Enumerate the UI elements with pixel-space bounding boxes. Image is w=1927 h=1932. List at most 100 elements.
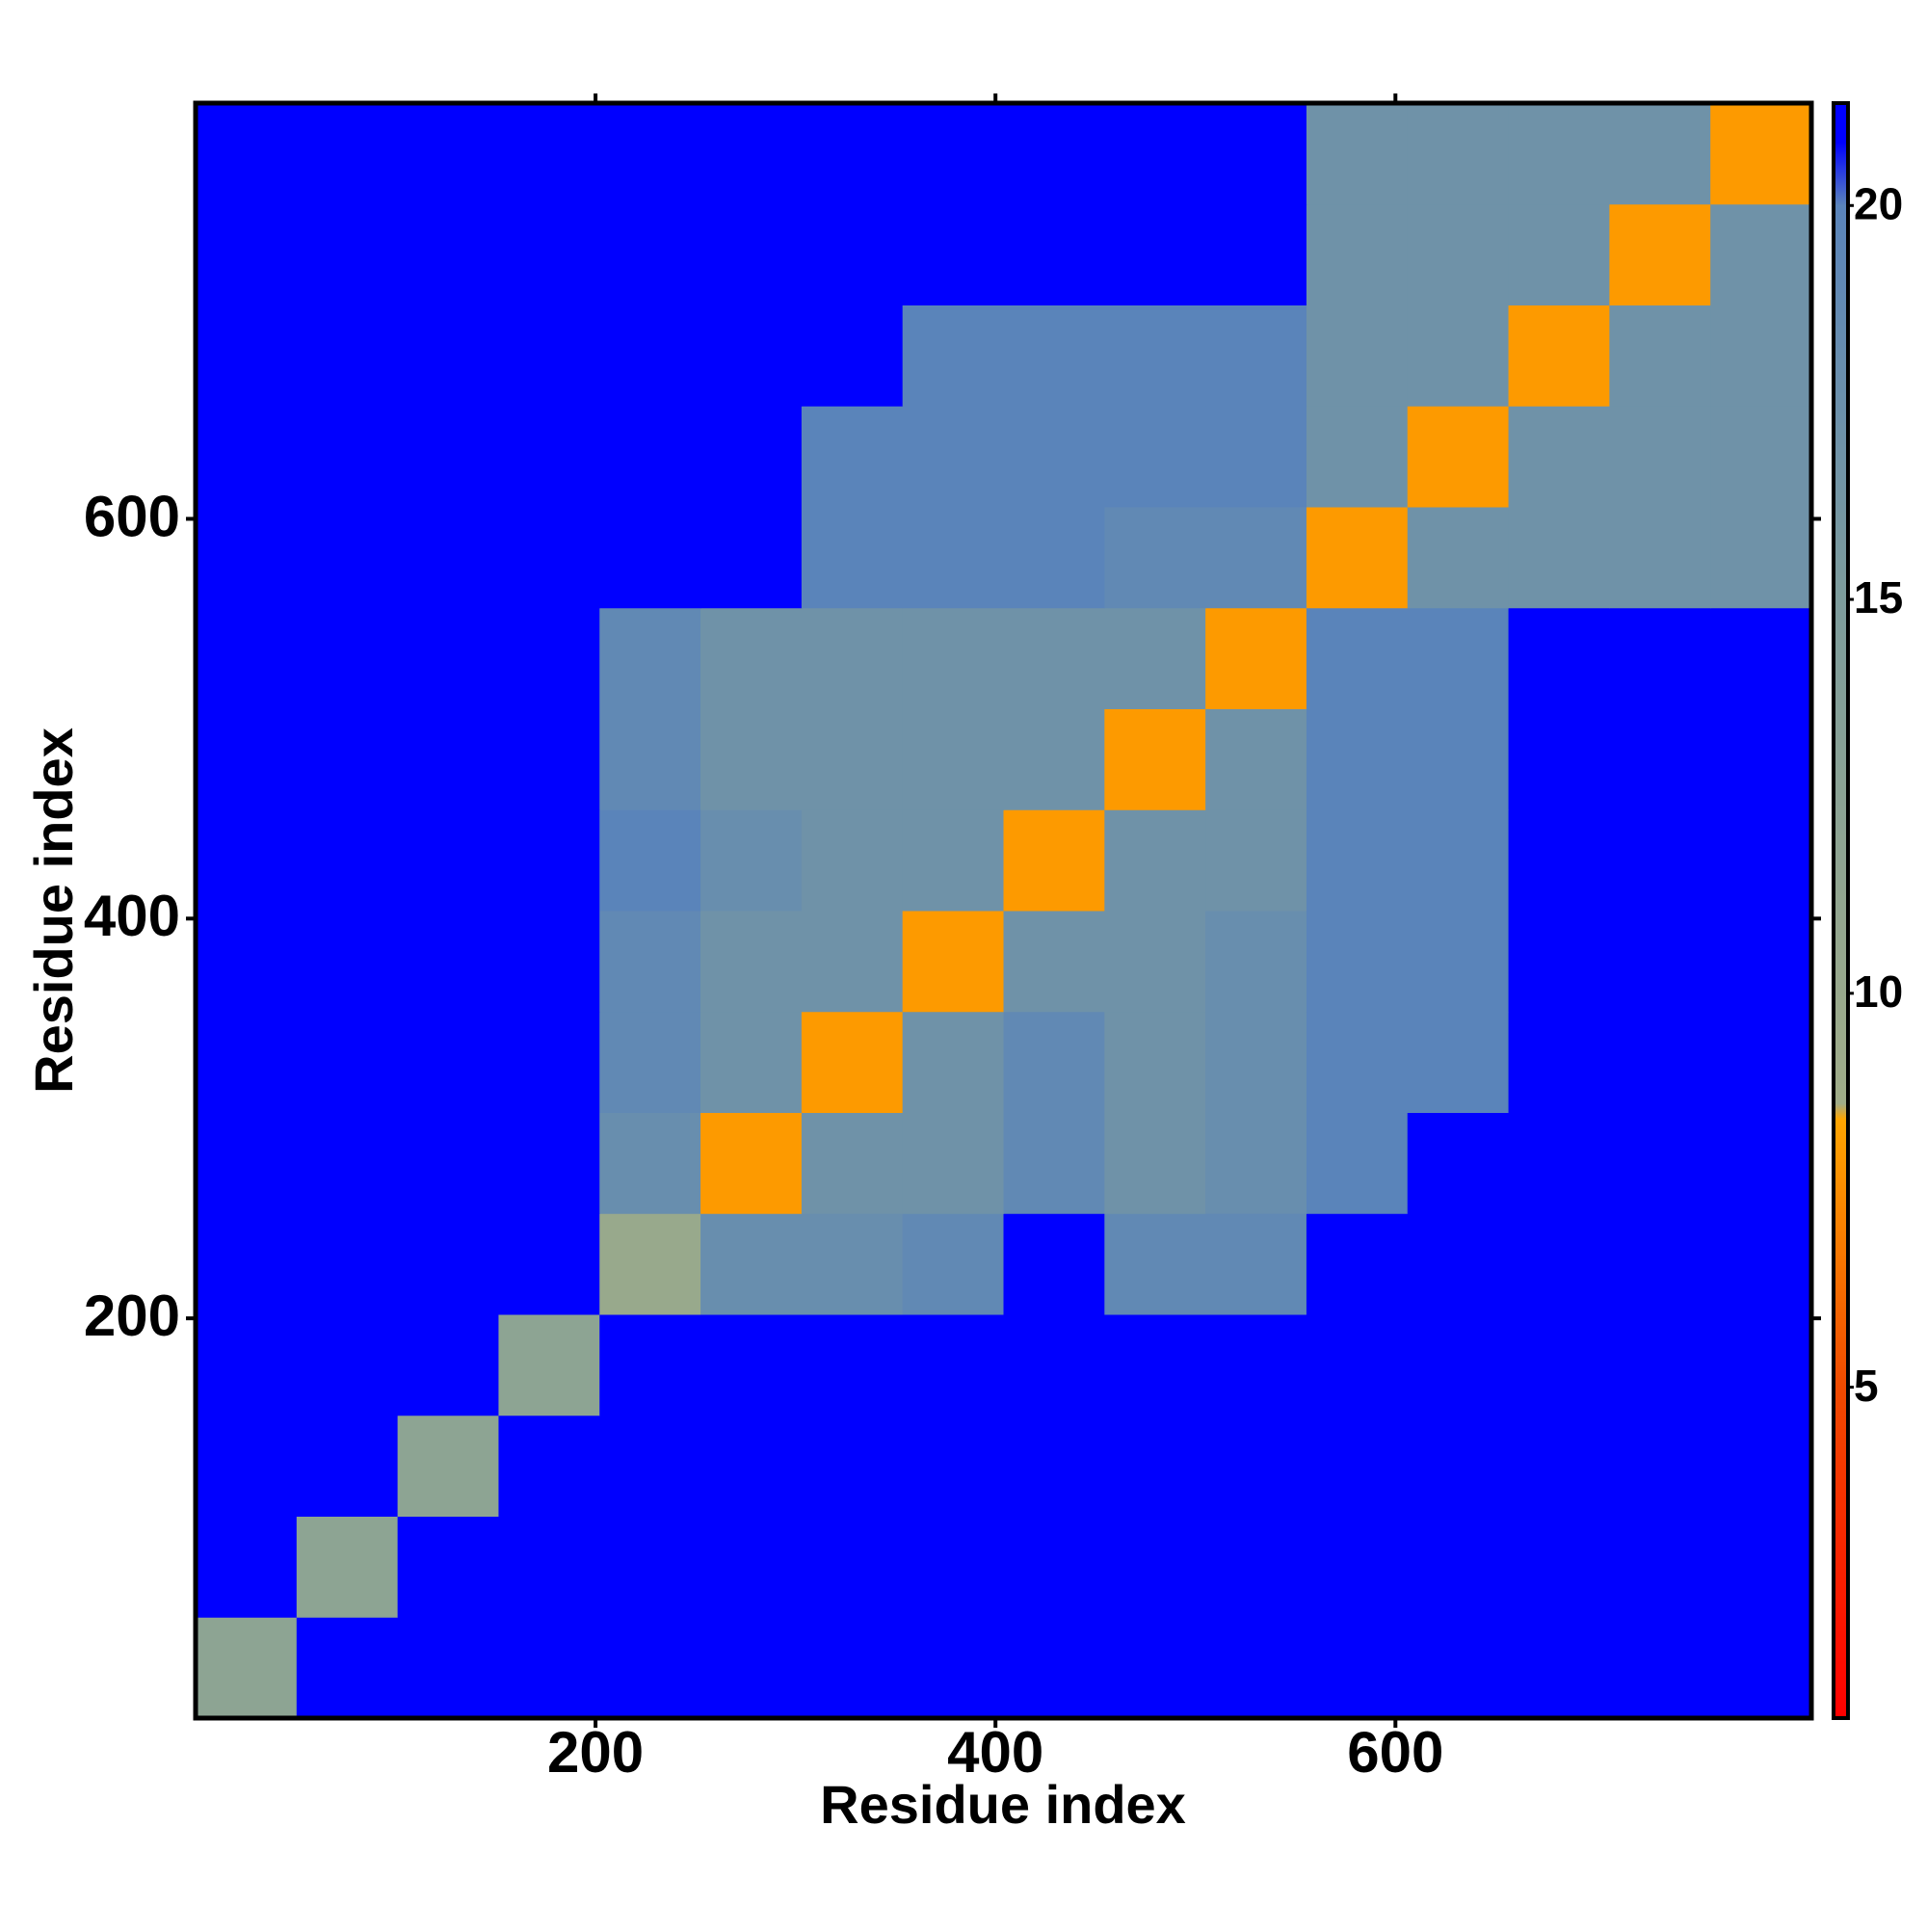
heatmap-cell	[1508, 809, 1610, 912]
heatmap-cell	[801, 911, 904, 1013]
heatmap-cell	[700, 203, 803, 305]
heatmap-cell	[700, 507, 803, 609]
heatmap-cell	[296, 1213, 399, 1315]
heatmap-cell	[1003, 1415, 1105, 1517]
heatmap-cell	[599, 708, 701, 810]
heatmap-cell	[1104, 103, 1206, 205]
heatmap-cell	[1306, 1415, 1409, 1517]
heatmap-cell	[1306, 1011, 1409, 1113]
heatmap-cell	[196, 507, 298, 609]
heatmap-cell	[1407, 708, 1510, 810]
heatmap-cell	[1508, 1516, 1610, 1618]
heatmap-cell	[801, 406, 904, 508]
heatmap-cell	[1003, 304, 1105, 407]
heatmap-cell	[599, 1617, 701, 1719]
heatmap-cell	[1104, 1415, 1206, 1517]
heatmap-cell	[1407, 1011, 1510, 1113]
heatmap-cell	[1710, 911, 1812, 1013]
heatmap-cell	[296, 103, 399, 205]
x-tick-label: 200	[547, 1720, 644, 1785]
heatmap-cell	[397, 203, 499, 305]
heatmap-cell	[1205, 809, 1307, 912]
heatmap-cell	[700, 1516, 803, 1618]
heatmap-cell	[498, 203, 600, 305]
heatmap-cell	[196, 406, 298, 508]
heatmap-cell	[1609, 1011, 1711, 1113]
heatmap-cell	[902, 1617, 1004, 1719]
heatmap-cell	[1407, 406, 1510, 508]
heatmap-cell	[196, 1314, 298, 1416]
heatmap-cell	[1710, 406, 1812, 508]
heatmap-cell	[1407, 304, 1510, 407]
heatmap-cell	[1508, 304, 1610, 407]
heatmap-cell	[902, 1516, 1004, 1618]
heatmap-cell	[1710, 103, 1812, 205]
heatmap-cell	[397, 1213, 499, 1315]
heatmap-cell	[1003, 507, 1105, 609]
heatmap-cell	[1710, 1112, 1812, 1214]
heatmap-cell	[1205, 1415, 1307, 1517]
heatmap-cell	[902, 708, 1004, 810]
heatmap-cell	[1306, 103, 1409, 205]
heatmap-cell	[1609, 1112, 1711, 1214]
heatmap-cell	[1104, 708, 1206, 810]
heatmap-cell	[1710, 1516, 1812, 1618]
heatmap-cell	[1003, 708, 1105, 810]
heatmap-cell	[1407, 607, 1510, 709]
heatmap-cell	[1508, 103, 1610, 205]
heatmap-cell	[1609, 507, 1711, 609]
heatmap-cell	[498, 607, 600, 709]
heatmap-cell	[296, 911, 399, 1013]
heatmap-cell	[599, 1314, 701, 1416]
heatmap-cell	[1003, 1213, 1105, 1315]
heatmap-cell	[700, 607, 803, 709]
heatmap-cell	[196, 708, 298, 810]
heatmap-cell	[1508, 911, 1610, 1013]
heatmap-cell	[1508, 708, 1610, 810]
y-tick-label: 600	[84, 484, 180, 548]
heatmap-cell	[801, 1213, 904, 1315]
heatmap-cell	[1205, 406, 1307, 508]
heatmap-cell	[397, 1011, 499, 1113]
heatmap-cell	[498, 1213, 600, 1315]
heatmap-cell	[498, 911, 600, 1013]
heatmap-cell	[801, 1112, 904, 1214]
heatmap-cell	[700, 809, 803, 912]
heatmap-cell	[498, 1314, 600, 1416]
heatmap-cell	[397, 1314, 499, 1416]
heatmap-cell	[296, 708, 399, 810]
heatmap-cell	[397, 1112, 499, 1214]
heatmap-cell	[1104, 406, 1206, 508]
heatmap-cell	[1710, 1617, 1812, 1719]
colorbar-tick-label: 10	[1854, 966, 1903, 1017]
heatmap-cell	[1104, 507, 1206, 609]
heatmap-cell	[1407, 1617, 1510, 1719]
heatmap-cell	[1609, 1516, 1711, 1618]
heatmap-cell	[1710, 1314, 1812, 1416]
heatmap-cell	[296, 304, 399, 407]
heatmap-cell	[1306, 406, 1409, 508]
heatmap-cell	[1609, 708, 1711, 810]
heatmap-cell	[498, 304, 600, 407]
heatmap-cell	[196, 1516, 298, 1618]
heatmap-cell	[1306, 708, 1409, 810]
heatmap-cell	[599, 304, 701, 407]
heatmap-cell	[196, 911, 298, 1013]
heatmap-cell	[1609, 1213, 1711, 1315]
heatmap-cell	[1407, 103, 1510, 205]
heatmap-cell	[801, 607, 904, 709]
heatmap-cell	[1508, 1415, 1610, 1517]
heatmap-cell	[902, 304, 1004, 407]
heatmap-cell	[1508, 1213, 1610, 1315]
heatmap-cell	[1104, 203, 1206, 305]
heatmap-cell	[1306, 507, 1409, 609]
heatmap-cell	[196, 103, 298, 205]
heatmap-cell	[1407, 1415, 1510, 1517]
heatmap-cell	[599, 103, 701, 205]
heatmap-cell	[498, 1415, 600, 1517]
heatmap-cell	[1407, 507, 1510, 609]
heatmap-cell	[700, 708, 803, 810]
heatmap-cell	[1306, 809, 1409, 912]
heatmap-cell	[196, 1617, 298, 1719]
heatmap-cell	[700, 1112, 803, 1214]
